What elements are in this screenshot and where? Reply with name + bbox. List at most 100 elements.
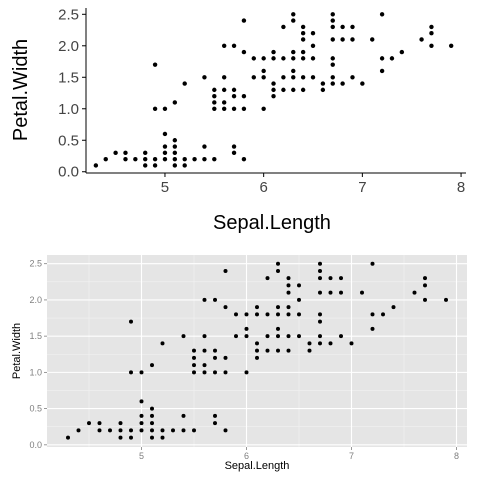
scatter-chart-grey: 0.0 0.5 1.0 1.5 2.0 2.5 5 6 7 8 Sepal.Length Pet… [11,255,467,472]
x-tick-label: 8 [457,179,465,196]
data-point [328,290,333,295]
data-point [310,30,316,36]
data-point [182,81,187,86]
y-tick-label: 0.0 [58,164,79,181]
data-point [162,156,168,162]
data-point [281,24,286,30]
data-point [300,30,306,36]
data-point [139,413,144,418]
data-point [419,37,424,42]
x-tick-label: 6 [244,451,249,461]
data-point [152,62,158,67]
data-point [281,56,286,61]
data-point [212,93,217,99]
data-point [300,87,306,93]
data-point [318,268,322,273]
data-point [255,305,259,310]
data-point [150,363,154,368]
data-point [213,355,217,360]
x-tick-label: 5 [139,451,144,461]
data-point [181,334,186,339]
data-point [307,348,312,353]
data-point [213,370,217,375]
data-point [231,144,237,149]
data-point [150,435,154,440]
data-point [286,312,291,317]
data-point [192,348,196,353]
data-point [212,156,217,162]
data-point [291,56,296,61]
x-tick-label: 8 [454,451,459,461]
data-point [320,81,326,86]
data-point [448,43,454,48]
data-point [234,312,238,317]
data-point [391,305,396,310]
scatter-chart-classic: 0.0 0.5 1.0 1.5 2.0 2.5 5 6 7 8 Sepal.Length Pet… [10,6,466,234]
y-axis-title: Petal.Width [10,39,32,141]
data-point [223,268,228,273]
data-point [379,12,385,17]
x-tick-label: 5 [161,179,169,196]
data-point [330,12,335,17]
data-point [181,413,186,418]
data-point [143,150,148,156]
y-tick-label: 1.5 [58,69,79,86]
data-point [172,138,178,143]
data-point [330,37,335,42]
data-point [160,435,165,440]
data-point [97,421,102,426]
data-point [340,37,345,42]
data-point [286,348,291,353]
data-point [328,341,333,346]
data-point [202,297,207,302]
data-point [271,93,276,99]
data-point [113,150,118,156]
data-point [255,341,259,346]
y-tick-label: 2.5 [58,6,79,23]
data-point [241,156,247,162]
data-point [231,150,237,156]
data-point [66,435,70,440]
data-point [87,421,91,426]
data-point [320,87,326,93]
data-point [339,334,343,339]
data-point [123,156,128,162]
data-point [118,421,123,426]
data-point [172,163,178,168]
data-point [244,334,249,339]
data-point [429,30,434,36]
data-point [223,428,228,433]
data-point [152,163,158,168]
data-point [129,319,133,324]
data-point [212,87,217,93]
y-ticks: 0.0 0.5 1.0 1.5 2.0 2.5 [29,259,47,450]
data-point [276,348,280,353]
data-point [444,297,448,302]
data-point [381,312,385,317]
data-point [241,106,247,111]
data-point [223,355,228,360]
data-point [300,24,306,30]
data-point [297,283,301,288]
data-point [231,87,237,93]
data-point [221,75,227,80]
data-point [300,49,306,55]
data-point [318,341,322,346]
y-tick-label: 2.5 [29,259,42,269]
data-point [370,326,375,331]
data-point [139,370,144,375]
y-ticks: 0.0 0.5 1.0 1.5 2.0 2.5 [58,6,86,181]
data-point [241,49,247,55]
data-point [423,283,427,288]
data-point [221,43,227,48]
data-point [265,348,270,353]
y-tick-label: 1.5 [29,331,42,341]
data-point [389,56,395,61]
data-point [276,326,280,331]
data-point [118,428,123,433]
data-point [202,144,207,149]
data-point [129,370,133,375]
data-point [310,56,316,61]
data-point [339,290,343,295]
data-point [241,18,247,23]
